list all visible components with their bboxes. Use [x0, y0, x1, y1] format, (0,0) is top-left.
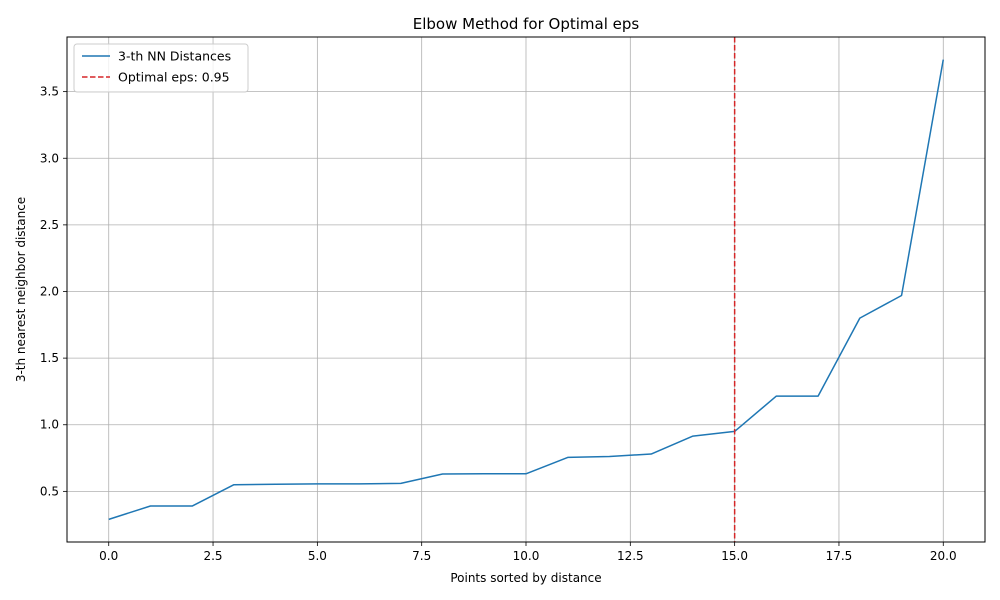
x-tick-label: 17.5: [826, 549, 853, 563]
y-tick-label: 1.5: [40, 351, 59, 365]
grid: [67, 37, 985, 542]
x-tick-label: 10.0: [513, 549, 540, 563]
y-tick-label: 1.0: [40, 418, 59, 432]
y-axis-ticks: 0.5 1.0 1.5 2.0 2.5 3.0 3.5: [40, 85, 67, 498]
plot-frame: [66, 36, 986, 543]
series-line-nn-distances: [108, 59, 945, 521]
y-axis-title: 3-th nearest neighbor distance: [14, 197, 28, 382]
x-tick-label: 5.0: [308, 549, 327, 563]
x-tick-label: 0.0: [99, 549, 118, 563]
y-tick-label: 2.5: [40, 218, 59, 232]
chart-title: Elbow Method for Optimal eps: [413, 15, 640, 33]
y-tick-label: 3.0: [40, 151, 59, 165]
x-tick-label: 15.0: [721, 549, 748, 563]
y-tick-label: 0.5: [40, 484, 59, 498]
x-tick-label: 20.0: [930, 549, 957, 563]
x-tick-label: 12.5: [617, 549, 644, 563]
plot-series: [108, 59, 945, 521]
x-tick-label: 7.5: [412, 549, 431, 563]
x-axis-ticks: 0.0 2.5 5.0 7.5 10.0 12.5 15.0 17.5 20.0: [99, 542, 957, 563]
y-tick-label: 2.0: [40, 284, 59, 298]
x-tick-label: 2.5: [203, 549, 222, 563]
legend-box: [73, 43, 249, 93]
legend: 3-th NN Distances Optimal eps: 0.95: [73, 43, 249, 93]
legend-label-nn-distances: 3-th NN Distances: [118, 49, 231, 64]
x-axis-title: Points sorted by distance: [450, 571, 601, 585]
legend-label-optimal-eps: Optimal eps: 0.95: [118, 70, 230, 85]
y-tick-label: 3.5: [40, 85, 59, 99]
